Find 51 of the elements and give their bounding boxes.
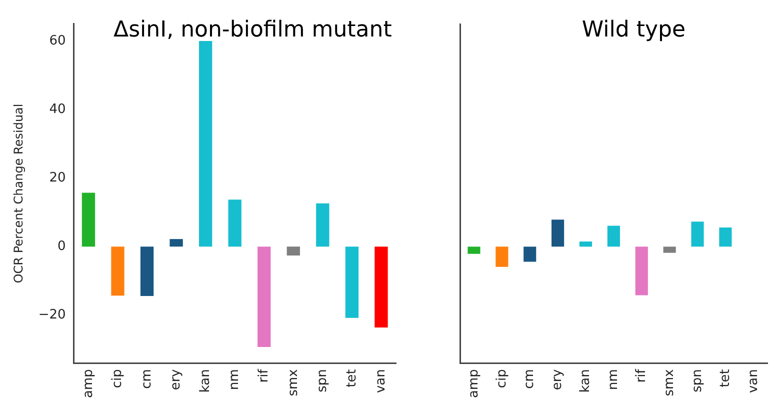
x-tick-label: van (374, 369, 389, 394)
bar (579, 242, 592, 247)
x-tick-label: amp (466, 369, 482, 398)
x-tick-label: kan (578, 369, 594, 393)
x-tick-label: nm (606, 369, 622, 390)
bar (691, 222, 704, 247)
y-tick-label: 20 (49, 170, 66, 186)
bar (82, 192, 96, 247)
bar (552, 220, 564, 247)
x-tick-label: kan (198, 369, 213, 393)
x-tick-label: smx (662, 368, 677, 396)
x-tick-label: rif (256, 368, 272, 383)
x-tick-label: cip (110, 369, 126, 388)
bar (228, 200, 242, 247)
x-tick-label: cm (139, 369, 154, 389)
chart-title: ΔsinI, non-biofilm mutant (114, 18, 392, 43)
x-tick-label: cip (494, 369, 510, 388)
y-tick-label: 0 (58, 238, 66, 254)
bar (111, 246, 124, 296)
y-tick-label: −20 (38, 308, 66, 323)
x-tick-label: cm (522, 369, 538, 389)
bar (170, 239, 183, 247)
bar (140, 246, 154, 296)
x-tick-label: van (746, 369, 761, 394)
bar (286, 246, 300, 256)
y-tick-label: 40 (49, 102, 66, 117)
x-tick-label: ery (168, 368, 184, 390)
bar (719, 227, 732, 247)
bar (316, 203, 330, 247)
bar (607, 226, 620, 247)
x-tick-label: smx (286, 368, 301, 396)
x-tick-label: amp (80, 369, 96, 398)
x-tick-label: spn (315, 369, 330, 392)
bar (524, 246, 536, 262)
bar (635, 246, 648, 296)
x-tick-label: tet (718, 369, 733, 388)
bar (496, 246, 508, 267)
bar (468, 246, 480, 254)
bar (258, 246, 271, 348)
x-tick-label: ery (550, 368, 566, 390)
bar (374, 246, 388, 328)
bar (663, 246, 676, 253)
bar (198, 40, 212, 247)
chart-title: Wild type (582, 18, 686, 43)
x-tick-label: nm (227, 369, 242, 390)
y-axis-title: OCR Percent Change Residual (11, 104, 26, 284)
x-tick-label: tet (344, 369, 360, 388)
y-tick-label: 60 (49, 33, 66, 48)
x-tick-label: rif (634, 368, 650, 383)
bar (345, 246, 359, 318)
x-tick-label: spn (690, 369, 705, 392)
